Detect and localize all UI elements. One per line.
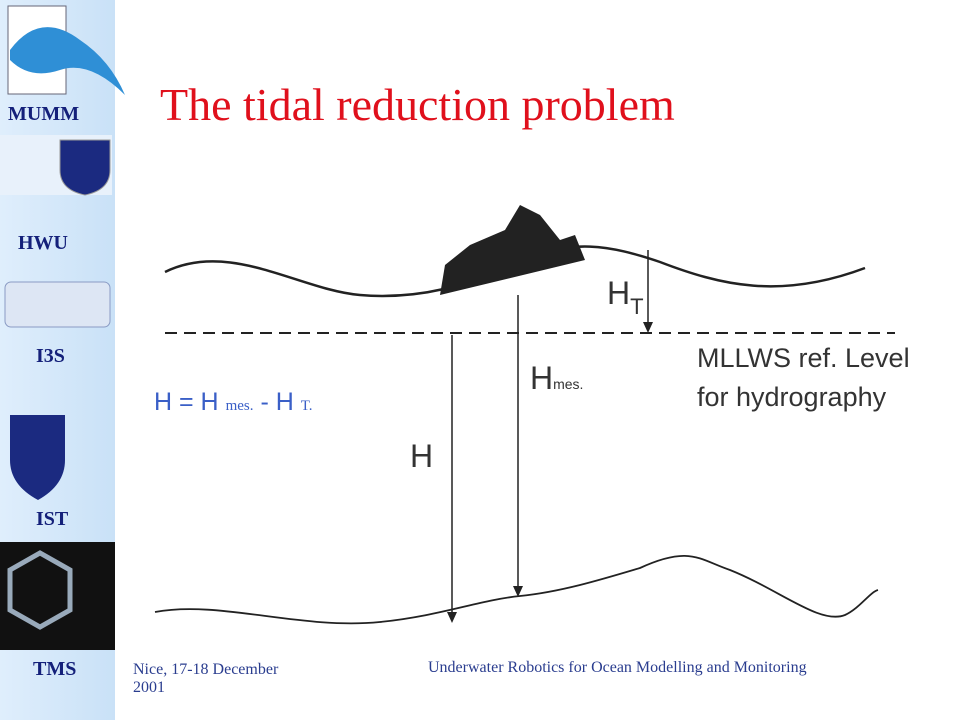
label: H [530, 360, 554, 396]
sidebar-label: IST [36, 508, 69, 530]
sidebar-label: I3S [36, 345, 65, 367]
formula-part: - H [260, 388, 294, 416]
formula: H = H mes. - H T. [154, 388, 313, 417]
ht-label: HT [607, 275, 644, 319]
sidebar-label: HWU [18, 232, 68, 254]
sidebar-label: MUMM [8, 103, 80, 125]
h-label: H [410, 438, 434, 474]
formula-part: H = H [154, 388, 219, 416]
tms-hex [7, 550, 73, 630]
arrowheads [447, 322, 653, 623]
arrowhead [643, 322, 653, 333]
seabed [154, 555, 879, 625]
label-sub: mes. [553, 376, 584, 392]
hmes-label: Hmes. [530, 360, 583, 397]
ship [440, 205, 585, 295]
logos [0, 5, 125, 650]
formula-sub: T. [300, 398, 313, 414]
arrowhead [447, 612, 457, 623]
lines [154, 245, 895, 625]
title: The tidal reduction problem [160, 79, 675, 130]
formula-sub: mes. [225, 398, 254, 414]
hwu-shield [59, 139, 111, 196]
arrowhead [513, 586, 523, 597]
tms-logo [0, 542, 115, 650]
label-sub: T [630, 294, 644, 319]
i3s-logo [4, 281, 111, 328]
ref-label: MLLWS ref. Level [697, 343, 910, 373]
sidebar-label: TMS [33, 658, 77, 680]
mumm-wave [10, 27, 125, 96]
footer-left: Nice, 17-18 December 2001 [133, 661, 279, 696]
ist-shield [10, 415, 65, 500]
ref-label: for hydrography [697, 382, 887, 412]
label: H [607, 275, 631, 311]
footer-right: Underwater Robotics for Ocean Modelling … [428, 659, 807, 676]
